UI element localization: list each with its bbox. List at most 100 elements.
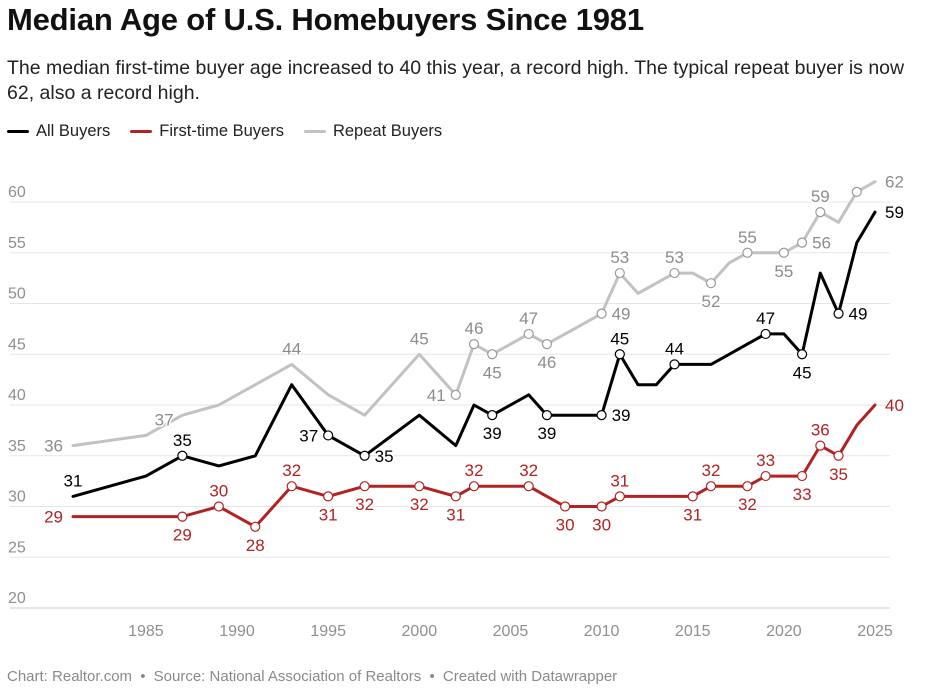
data-point-first-time-buyers bbox=[414, 481, 425, 492]
data-point-repeat-buyers bbox=[851, 186, 862, 197]
footer-source: Source: National Association of Realtors bbox=[153, 668, 422, 685]
data-label-repeat-buyers: 46 bbox=[465, 319, 484, 338]
legend-item-all-buyers: All Buyers bbox=[7, 122, 110, 141]
data-point-repeat-buyers bbox=[596, 308, 607, 319]
data-point-first-time-buyers bbox=[286, 481, 297, 492]
legend-label-repeat-buyers: Repeat Buyers bbox=[332, 122, 443, 140]
data-label-all-buyers: 49 bbox=[849, 305, 868, 324]
data-point-first-time-buyers bbox=[177, 511, 188, 522]
y-tick-label-60: 60 bbox=[8, 184, 26, 201]
x-tick-label-2025: 2025 bbox=[857, 623, 893, 640]
data-label-repeat-buyers: 56 bbox=[812, 234, 831, 253]
data-point-repeat-buyers bbox=[705, 278, 717, 289]
data-point-first-time-buyers bbox=[687, 491, 698, 502]
data-label-repeat-buyers: 46 bbox=[537, 353, 556, 372]
data-label-first-time-buyers: 32 bbox=[282, 461, 301, 480]
data-label-repeat-buyers: 53 bbox=[665, 248, 684, 267]
data-point-repeat-buyers bbox=[468, 339, 480, 350]
data-label-all-buyers: 44 bbox=[665, 339, 684, 358]
data-label-first-time-buyers: 32 bbox=[701, 461, 720, 480]
data-label-first-time-buyers: 30 bbox=[592, 516, 611, 535]
data-label-first-time-buyers: 29 bbox=[173, 526, 192, 545]
data-point-first-time-buyers bbox=[833, 450, 844, 461]
data-point-repeat-buyers bbox=[669, 267, 680, 279]
data-label-first-time-buyers: 33 bbox=[756, 451, 775, 470]
data-label-first-time-buyers: 32 bbox=[738, 495, 757, 514]
series-line-first-time-buyers bbox=[71, 403, 877, 529]
legend-swatch-repeat-buyers bbox=[303, 130, 326, 133]
footer-separator: • bbox=[140, 668, 146, 685]
data-label-all-buyers: 39 bbox=[537, 424, 556, 443]
data-label-all-buyers: 45 bbox=[610, 329, 629, 348]
data-label-repeat-buyers: 55 bbox=[738, 228, 757, 247]
x-tick-label-2005: 2005 bbox=[493, 623, 529, 640]
footer-separator: • bbox=[429, 668, 435, 685]
data-label-first-time-buyers: 31 bbox=[319, 505, 338, 524]
data-point-first-time-buyers bbox=[250, 521, 261, 532]
data-label-first-time-buyers: 31 bbox=[683, 505, 702, 524]
data-label-all-buyers: 45 bbox=[793, 363, 812, 382]
data-point-first-time-buyers bbox=[596, 501, 607, 512]
data-point-first-time-buyers bbox=[560, 501, 571, 512]
data-label-all-buyers: 35 bbox=[375, 447, 394, 466]
footer-created-with: Created with Datawrapper bbox=[442, 668, 618, 685]
y-tick-label-25: 25 bbox=[8, 539, 26, 556]
data-point-all-buyers bbox=[596, 410, 607, 421]
x-tick-label-2000: 2000 bbox=[402, 623, 438, 640]
y-tick-label-35: 35 bbox=[8, 438, 26, 455]
data-point-all-buyers bbox=[541, 410, 553, 421]
legend-label-all-buyers: All Buyers bbox=[36, 122, 111, 140]
data-point-repeat-buyers bbox=[742, 247, 753, 258]
data-point-all-buyers bbox=[833, 308, 844, 319]
data-point-first-time-buyers bbox=[614, 491, 625, 502]
data-label-repeat-buyers: 45 bbox=[410, 329, 429, 348]
y-tick-label-55: 55 bbox=[8, 235, 26, 252]
data-point-first-time-buyers bbox=[468, 481, 480, 492]
data-label-first-time-buyers: 35 bbox=[829, 465, 848, 484]
data-label-first-time-buyers: 29 bbox=[44, 508, 63, 527]
data-label-all-buyers: 39 bbox=[483, 424, 502, 443]
data-point-all-buyers bbox=[669, 359, 680, 370]
data-point-first-time-buyers bbox=[796, 470, 808, 482]
x-tick-label-1995: 1995 bbox=[310, 623, 346, 640]
footer: Chart: Realtor.com • Source: National As… bbox=[7, 668, 617, 685]
data-label-first-time-buyers: 30 bbox=[209, 482, 228, 501]
data-label-repeat-buyers: 45 bbox=[483, 363, 502, 382]
data-label-repeat-buyers: 37 bbox=[155, 410, 174, 429]
series-line-all-buyers bbox=[71, 210, 877, 498]
y-tick-label-50: 50 bbox=[8, 286, 26, 303]
data-point-repeat-buyers bbox=[487, 349, 498, 360]
data-label-repeat-buyers: 44 bbox=[282, 339, 301, 358]
data-point-all-buyers bbox=[359, 450, 370, 461]
data-point-repeat-buyers bbox=[778, 247, 789, 258]
data-point-first-time-buyers bbox=[523, 481, 534, 492]
data-label-first-time-buyers: 32 bbox=[465, 461, 484, 480]
data-label-repeat-buyers: 49 bbox=[612, 305, 631, 324]
data-point-first-time-buyers bbox=[705, 481, 717, 492]
chart-title: Median Age of U.S. Homebuyers Since 1981 bbox=[7, 2, 644, 37]
data-point-first-time-buyers bbox=[323, 491, 334, 502]
data-point-all-buyers bbox=[614, 349, 625, 360]
legend-swatch-all-buyers bbox=[7, 130, 29, 133]
data-point-repeat-buyers bbox=[541, 339, 553, 350]
data-label-first-time-buyers: 30 bbox=[556, 516, 575, 535]
data-point-repeat-buyers bbox=[815, 207, 826, 218]
legend-item-repeat-buyers: Repeat Buyers bbox=[303, 122, 443, 141]
legend-item-first-time-buyers: First-time Buyers bbox=[130, 122, 284, 141]
data-label-repeat-buyers: 62 bbox=[885, 173, 904, 192]
data-label-first-time-buyers: 31 bbox=[610, 471, 629, 490]
legend-swatch-first-time-buyers bbox=[130, 130, 153, 133]
data-label-first-time-buyers: 32 bbox=[355, 495, 374, 514]
data-label-repeat-buyers: 52 bbox=[701, 292, 720, 311]
data-label-repeat-buyers: 41 bbox=[427, 386, 446, 405]
data-point-first-time-buyers bbox=[450, 491, 461, 502]
data-label-repeat-buyers: 47 bbox=[519, 309, 538, 328]
x-tick-label-2010: 2010 bbox=[584, 623, 620, 640]
data-label-all-buyers: 31 bbox=[64, 471, 83, 490]
chart-subtitle: The median first-time buyer age increase… bbox=[7, 57, 905, 104]
data-point-first-time-buyers bbox=[742, 481, 753, 492]
data-point-first-time-buyers bbox=[359, 481, 370, 492]
data-label-repeat-buyers: 55 bbox=[774, 262, 793, 281]
y-tick-label-30: 30 bbox=[8, 489, 26, 506]
